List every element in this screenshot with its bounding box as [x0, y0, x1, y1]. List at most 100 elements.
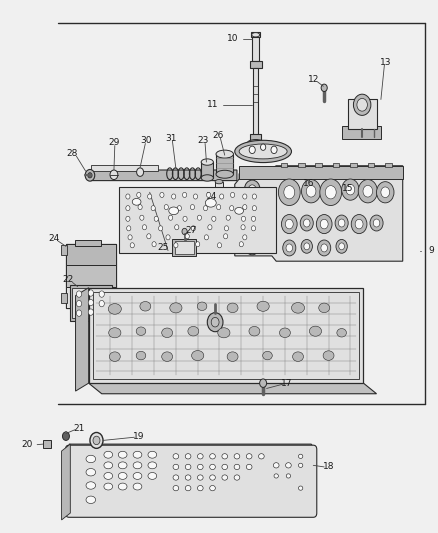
Text: 19: 19: [133, 432, 144, 441]
Ellipse shape: [197, 464, 203, 470]
Ellipse shape: [109, 328, 120, 338]
Bar: [252, 36, 258, 61]
Ellipse shape: [285, 463, 290, 468]
Circle shape: [173, 243, 177, 248]
Polygon shape: [85, 170, 237, 181]
Circle shape: [244, 236, 259, 255]
Circle shape: [356, 99, 367, 111]
Circle shape: [350, 215, 366, 233]
Circle shape: [174, 225, 178, 230]
Circle shape: [164, 205, 168, 209]
Circle shape: [252, 206, 256, 211]
Circle shape: [151, 206, 155, 211]
Circle shape: [211, 317, 219, 327]
Ellipse shape: [246, 454, 251, 459]
Circle shape: [241, 216, 245, 221]
Ellipse shape: [148, 472, 156, 479]
Circle shape: [203, 206, 207, 211]
Circle shape: [320, 244, 327, 252]
Polygon shape: [75, 288, 88, 391]
Circle shape: [76, 301, 81, 307]
Ellipse shape: [197, 475, 203, 480]
Circle shape: [126, 206, 130, 211]
Circle shape: [138, 205, 142, 209]
Ellipse shape: [209, 454, 215, 459]
Circle shape: [335, 239, 346, 253]
Text: 14: 14: [206, 192, 217, 201]
Text: 25: 25: [157, 244, 168, 253]
Ellipse shape: [298, 454, 302, 458]
Circle shape: [195, 241, 199, 247]
Ellipse shape: [233, 475, 239, 480]
Circle shape: [362, 185, 372, 197]
Bar: [66, 244, 116, 308]
Text: 11: 11: [207, 100, 218, 109]
Bar: [367, 163, 374, 167]
Circle shape: [128, 235, 132, 240]
Circle shape: [300, 215, 313, 231]
Ellipse shape: [133, 462, 141, 469]
Circle shape: [168, 215, 172, 220]
Ellipse shape: [292, 352, 303, 361]
Ellipse shape: [246, 464, 251, 470]
Circle shape: [372, 219, 379, 227]
Circle shape: [206, 192, 210, 197]
Bar: [72, 288, 110, 318]
Bar: [201, 162, 213, 178]
Ellipse shape: [133, 483, 141, 490]
Circle shape: [99, 291, 104, 297]
Circle shape: [251, 216, 255, 221]
Circle shape: [154, 216, 158, 221]
Ellipse shape: [118, 483, 127, 490]
Ellipse shape: [140, 302, 150, 311]
Circle shape: [244, 217, 259, 236]
Ellipse shape: [185, 475, 191, 480]
Circle shape: [171, 194, 175, 199]
Circle shape: [242, 235, 246, 240]
Circle shape: [317, 240, 330, 256]
Circle shape: [259, 379, 266, 387]
Ellipse shape: [273, 474, 278, 478]
Text: 17: 17: [281, 378, 292, 387]
Circle shape: [136, 192, 141, 197]
Polygon shape: [239, 166, 402, 179]
Circle shape: [240, 225, 244, 230]
Circle shape: [303, 219, 309, 227]
Ellipse shape: [118, 451, 127, 458]
Bar: [249, 61, 261, 68]
Ellipse shape: [209, 475, 215, 480]
Text: 31: 31: [166, 134, 177, 143]
Ellipse shape: [161, 328, 172, 337]
Circle shape: [223, 234, 227, 239]
Ellipse shape: [86, 482, 95, 489]
Circle shape: [301, 180, 320, 203]
Circle shape: [244, 180, 259, 199]
Ellipse shape: [191, 351, 203, 361]
Ellipse shape: [148, 462, 156, 469]
Ellipse shape: [187, 326, 198, 336]
Circle shape: [300, 239, 312, 253]
Ellipse shape: [309, 326, 321, 336]
Text: 24: 24: [48, 235, 59, 244]
Bar: [66, 265, 116, 287]
Ellipse shape: [136, 351, 145, 360]
Bar: [93, 292, 358, 379]
Ellipse shape: [258, 454, 264, 459]
Circle shape: [270, 146, 276, 154]
Ellipse shape: [209, 464, 215, 470]
Circle shape: [126, 216, 130, 221]
Ellipse shape: [209, 486, 215, 491]
Circle shape: [142, 225, 146, 230]
Circle shape: [278, 179, 300, 206]
Circle shape: [281, 215, 297, 233]
Ellipse shape: [185, 464, 191, 470]
Bar: [60, 245, 67, 255]
Ellipse shape: [262, 351, 272, 360]
Circle shape: [286, 244, 292, 252]
Circle shape: [338, 219, 344, 227]
Circle shape: [316, 215, 331, 233]
Circle shape: [191, 226, 195, 231]
Circle shape: [136, 168, 143, 176]
Circle shape: [183, 216, 187, 221]
Circle shape: [376, 182, 393, 203]
